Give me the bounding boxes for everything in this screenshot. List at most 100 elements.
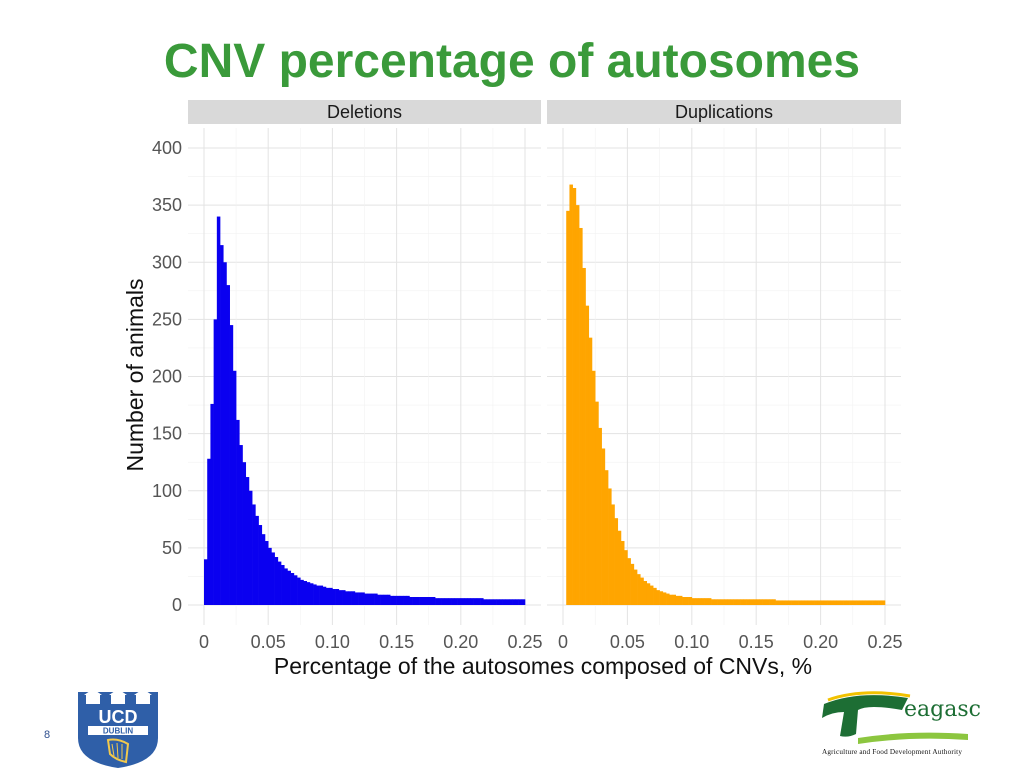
histogram-bar (457, 598, 462, 605)
histogram-bar (856, 600, 860, 605)
x-tick-label: 0.10 (315, 632, 350, 652)
histogram-bar (598, 427, 602, 605)
histogram-bar (836, 600, 841, 605)
histogram-bar (749, 599, 754, 605)
histogram-bar (601, 448, 606, 605)
histogram-bar (608, 488, 612, 605)
histogram-bar (232, 370, 237, 605)
histogram-bar (875, 600, 879, 605)
histogram-bar (839, 600, 844, 605)
histogram-bar (322, 586, 327, 605)
histogram-bar (290, 573, 295, 605)
histogram-bar (675, 595, 680, 605)
histogram-bar (390, 595, 394, 605)
histogram-bar (881, 600, 886, 605)
histogram-bar (367, 593, 372, 605)
histogram-bar (300, 579, 304, 605)
histogram-bar (672, 594, 676, 605)
facet-strip (547, 100, 901, 124)
histogram-bar (775, 600, 780, 605)
histogram-bar (827, 600, 831, 605)
histogram-bar (252, 504, 256, 605)
histogram-bar (441, 598, 446, 605)
histogram-bar (865, 600, 870, 605)
histogram-bar (204, 559, 208, 605)
histogram-bar (213, 319, 218, 605)
histogram-bar (868, 600, 873, 605)
histogram-bar (374, 593, 378, 605)
histogram-bar (297, 577, 301, 605)
histogram-bar (380, 594, 385, 605)
histogram-bar (643, 581, 648, 605)
histogram-bar (862, 600, 866, 605)
histogram-bar (756, 599, 760, 605)
histogram-bar (669, 594, 673, 605)
histogram-bar (695, 598, 699, 605)
histogram-bar (229, 325, 234, 605)
histogram-bar (277, 561, 282, 605)
histogram-bar (769, 599, 773, 605)
histogram-bar (351, 591, 356, 605)
y-tick-label: 250 (152, 309, 182, 329)
histogram-bar (502, 599, 507, 605)
histogram-bar (255, 515, 259, 605)
histogram-bar (781, 600, 786, 605)
histogram-bar (566, 210, 570, 605)
histogram-bar (486, 599, 490, 605)
histogram-bar (830, 600, 834, 605)
histogram-bar (325, 587, 330, 605)
histogram-bar (438, 598, 442, 605)
histogram-bar (762, 599, 767, 605)
slide-number: 8 (44, 729, 51, 741)
histogram-bar (733, 599, 738, 605)
histogram-bar (833, 600, 837, 605)
histogram-bar (820, 600, 825, 605)
histogram-bar (470, 598, 474, 605)
histogram-bar (759, 599, 763, 605)
histogram-bar (640, 577, 644, 605)
histogram-bar (846, 600, 850, 605)
histogram-bar (419, 597, 423, 605)
histogram-bar (518, 599, 523, 605)
y-tick-label: 50 (162, 538, 182, 558)
histogram-bar (287, 570, 291, 605)
histogram-bar (338, 590, 343, 605)
histogram-bar (678, 595, 683, 605)
ucd-logo-text: UCD (99, 707, 138, 727)
x-tick-label: 0.20 (443, 632, 478, 652)
histogram-bar (637, 574, 641, 605)
histogram-bar (412, 597, 417, 605)
histogram-bar (649, 585, 654, 605)
histogram-bar (627, 558, 631, 605)
histogram-bar (859, 600, 863, 605)
facet-strip-label: Deletions (327, 102, 402, 122)
histogram-bar (617, 530, 622, 605)
histogram-bar (489, 599, 494, 605)
histogram-bar (604, 470, 609, 605)
histogram-bar (492, 599, 497, 605)
histogram-bar (804, 600, 809, 605)
histogram-bar (274, 557, 279, 605)
histogram-bar (460, 598, 465, 605)
x-tick-label: 0.15 (739, 632, 774, 652)
facet-panel-duplications: Duplications 0 0.05 0.10 0.15 0.20 0.25 (547, 100, 903, 652)
y-axis-title: Number of animals (122, 278, 148, 471)
histogram-bar (264, 541, 269, 605)
histogram-bar (309, 583, 314, 605)
histogram-bar (377, 594, 381, 605)
x-tick-label: 0.25 (507, 632, 542, 652)
histogram-bar (361, 592, 365, 605)
histogram-bar (788, 600, 792, 605)
histogram-bar (575, 205, 580, 605)
y-tick-label: 400 (152, 138, 182, 158)
histogram-bar (348, 591, 352, 605)
histogram-bar (765, 599, 770, 605)
histogram-bar (659, 591, 664, 605)
histogram-bar (611, 504, 615, 605)
histogram-bar (447, 598, 452, 605)
ucd-dublin-logo: UCD DUBLIN (78, 689, 158, 768)
histogram-bar (406, 595, 410, 605)
histogram-bar (242, 462, 247, 605)
histogram-bar (329, 587, 333, 605)
